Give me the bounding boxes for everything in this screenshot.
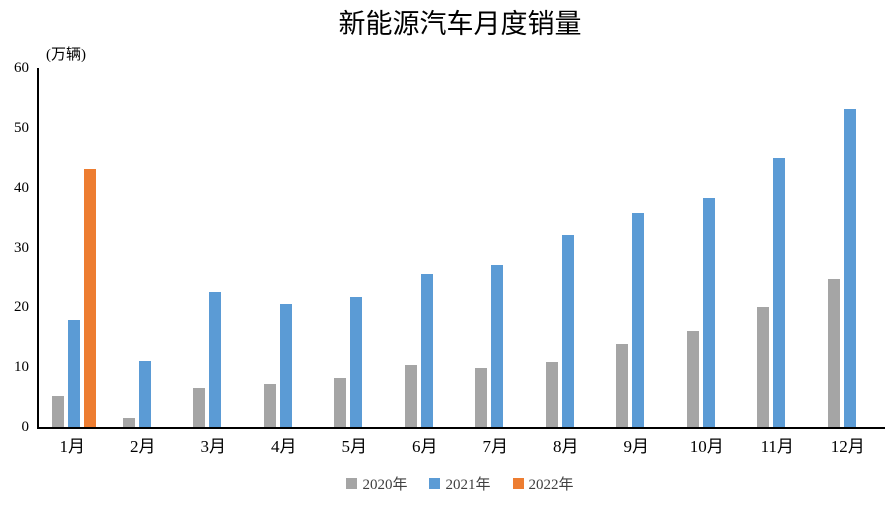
y-tick-label: 50	[14, 119, 29, 136]
y-tick-label: 0	[21, 419, 30, 435]
bar	[757, 307, 770, 427]
bar	[350, 297, 363, 427]
x-category-label: 5月	[341, 437, 368, 456]
legend-label: 2022年	[528, 476, 574, 493]
y-axis-unit-label: (万辆)	[46, 47, 86, 63]
x-category-label: 8月	[553, 437, 579, 456]
bar	[686, 331, 699, 427]
legend-item: 2020年	[346, 473, 407, 494]
x-category-label: 12月	[830, 437, 865, 456]
y-tick-label: 60	[14, 60, 29, 76]
y-tick-label: 10	[14, 359, 29, 376]
bar	[122, 418, 135, 427]
bar	[702, 197, 715, 427]
bar	[827, 278, 840, 427]
legend-item: 2021年	[429, 473, 491, 494]
bar	[263, 383, 276, 427]
bar	[616, 344, 629, 427]
x-category-label: 2月	[130, 437, 156, 456]
legend-swatch-icon	[512, 477, 524, 489]
x-category-label: 4月	[271, 437, 297, 456]
x-category-label: 6月	[412, 437, 438, 456]
legend-label: 2020年	[362, 476, 408, 493]
x-category-label: 9月	[623, 437, 650, 456]
bar	[138, 361, 151, 427]
bar	[561, 234, 574, 427]
x-category-label: 11月	[760, 437, 794, 456]
bar	[404, 364, 417, 427]
legend-item: 2022年	[512, 473, 574, 494]
bar	[491, 264, 504, 427]
bar	[632, 213, 645, 427]
bar	[773, 157, 786, 427]
x-category-label: 10月	[689, 437, 724, 456]
bar	[475, 368, 488, 427]
legend-label: 2021年	[445, 476, 491, 493]
y-tick-label: 30	[14, 239, 29, 256]
bar	[68, 319, 81, 427]
bar	[84, 169, 97, 427]
bar	[545, 361, 558, 427]
legend-swatch-icon	[346, 477, 358, 489]
x-category-label: 3月	[200, 437, 227, 456]
legend-swatch-icon	[429, 477, 441, 489]
bar	[193, 387, 206, 427]
chart-title: 新能源汽车月度销量	[338, 9, 582, 39]
bar	[843, 109, 856, 427]
bar	[52, 395, 65, 427]
x-category-label: 7月	[482, 437, 509, 456]
plot-area	[37, 68, 885, 429]
y-tick-label: 40	[14, 179, 29, 196]
y-tick-label: 20	[14, 299, 29, 316]
bar	[209, 291, 222, 427]
bar	[334, 377, 347, 427]
y-axis-tick-labels: 0 10 20 30 40 50 60	[0, 0, 29, 506]
bar	[420, 273, 433, 427]
x-category-label: 1月	[59, 437, 86, 456]
bar	[279, 303, 292, 427]
legend: 2020年 2021年 2022年	[37, 471, 883, 495]
